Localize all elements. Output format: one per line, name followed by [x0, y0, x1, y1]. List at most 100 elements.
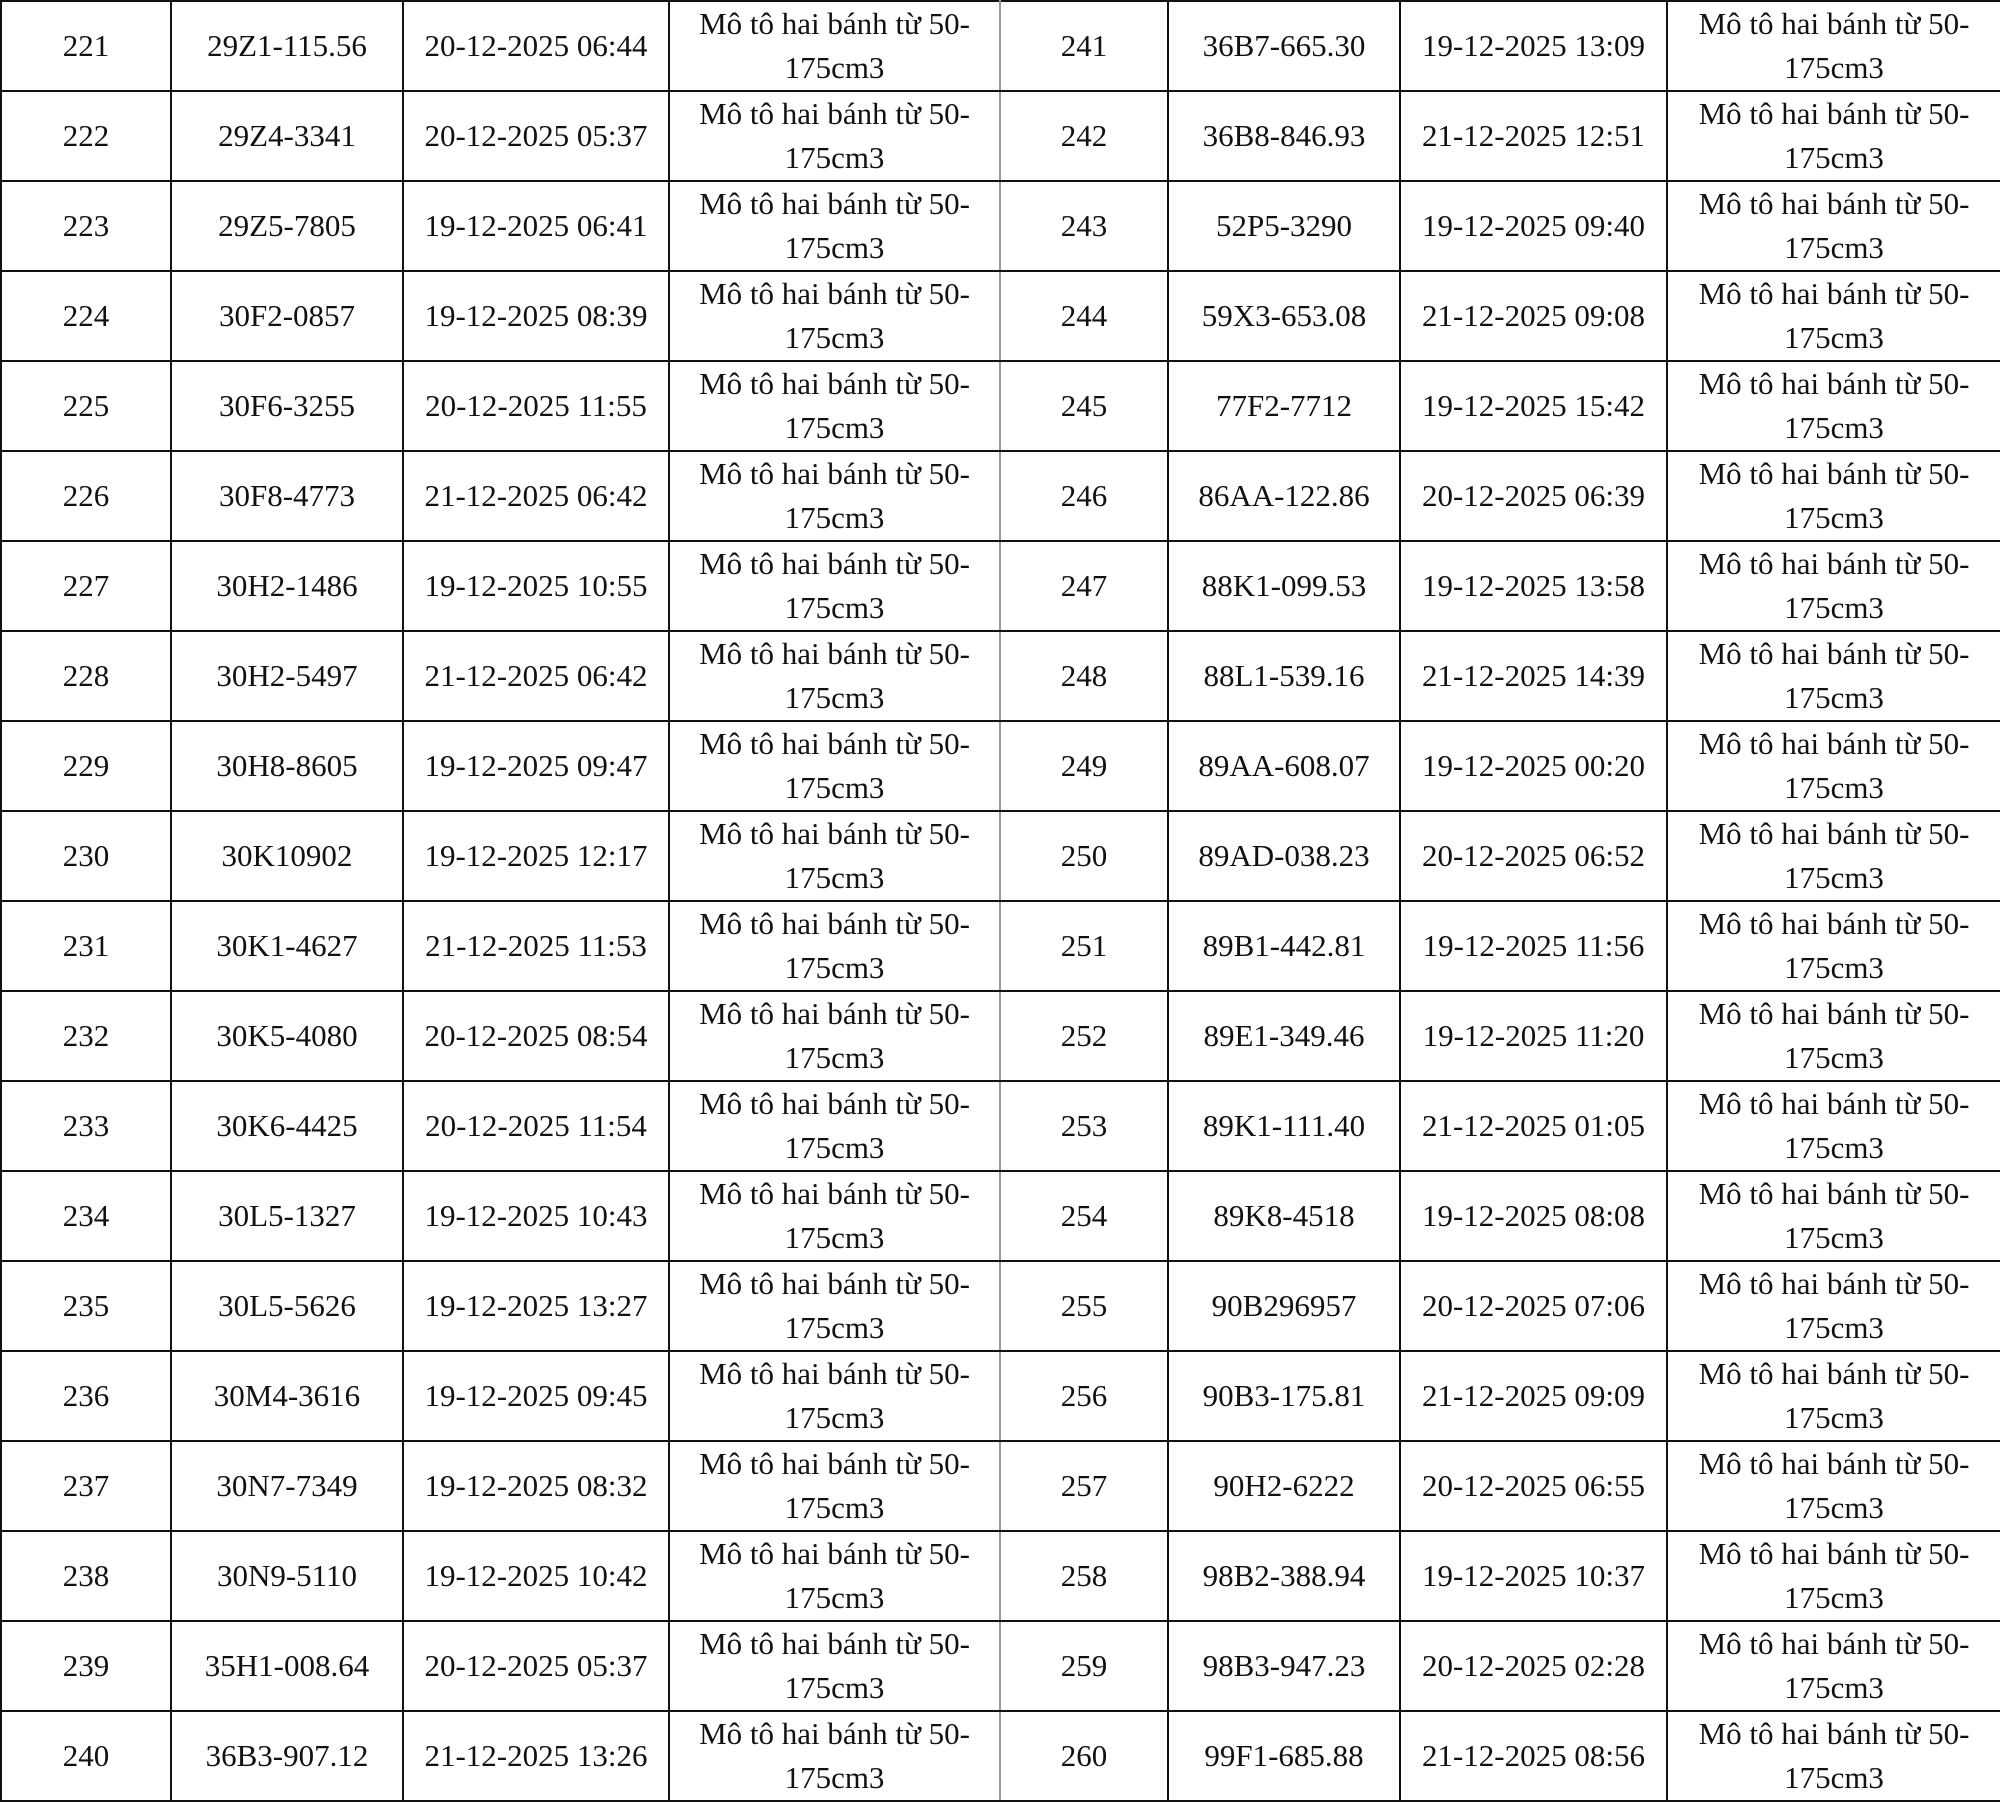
plate-cell: 30F8-4773	[170, 450, 404, 542]
vehicle-type-cell: Mô tô hai bánh từ 50-175cm3	[668, 450, 1001, 542]
datetime-cell: 21-12-2025 06:42	[402, 630, 670, 722]
vehicle-type-cell: Mô tô hai bánh từ 50-175cm3	[1666, 1620, 2000, 1712]
plate-cell: 98B2-388.94	[1167, 1530, 1401, 1622]
vehicle-type-cell: Mô tô hai bánh từ 50-175cm3	[668, 720, 1001, 812]
plate-cell: 30K6-4425	[170, 1080, 404, 1172]
datetime-cell: 20-12-2025 07:06	[1399, 1260, 1668, 1352]
datetime-cell: 19-12-2025 09:47	[402, 720, 670, 812]
datetime-cell: 19-12-2025 12:17	[402, 810, 670, 902]
vehicle-type-cell: Mô tô hai bánh từ 50-175cm3	[1666, 1440, 2000, 1532]
vehicle-type-cell: Mô tô hai bánh từ 50-175cm3	[1666, 990, 2000, 1082]
plate-cell: 30H2-5497	[170, 630, 404, 722]
vehicle-type-cell: Mô tô hai bánh từ 50-175cm3	[1666, 1080, 2000, 1172]
index-cell: 260	[999, 1710, 1169, 1802]
index-cell: 244	[999, 270, 1169, 362]
plate-cell: 29Z4-3341	[170, 90, 404, 182]
vehicle-type-cell: Mô tô hai bánh từ 50-175cm3	[668, 1620, 1001, 1712]
plate-cell: 30F2-0857	[170, 270, 404, 362]
vehicle-type-cell: Mô tô hai bánh từ 50-175cm3	[1666, 90, 2000, 182]
index-cell: 252	[999, 990, 1169, 1082]
plate-cell: 89K8-4518	[1167, 1170, 1401, 1262]
index-cell: 247	[999, 540, 1169, 632]
datetime-cell: 20-12-2025 11:54	[402, 1080, 670, 1172]
datetime-cell: 19-12-2025 15:42	[1399, 360, 1668, 452]
datetime-cell: 21-12-2025 01:05	[1399, 1080, 1668, 1172]
vehicle-type-cell: Mô tô hai bánh từ 50-175cm3	[668, 90, 1001, 182]
table-row: 229 30H8-8605 19-12-2025 09:47 Mô tô hai bá…	[0, 720, 2000, 812]
table-row: 222 29Z4-3341 20-12-2025 05:37 Mô tô hai bá…	[0, 90, 2000, 182]
plate-cell: 35H1-008.64	[170, 1620, 404, 1712]
plate-cell: 90B3-175.81	[1167, 1350, 1401, 1442]
vehicle-type-cell: Mô tô hai bánh từ 50-175cm3	[668, 0, 1001, 92]
datetime-cell: 21-12-2025 06:42	[402, 450, 670, 542]
datetime-cell: 20-12-2025 06:55	[1399, 1440, 1668, 1532]
vehicle-type-cell: Mô tô hai bánh từ 50-175cm3	[1666, 1350, 2000, 1442]
table-row: 228 30H2-5497 21-12-2025 06:42 Mô tô hai bá…	[0, 630, 2000, 722]
vehicle-type-cell: Mô tô hai bánh từ 50-175cm3	[1666, 270, 2000, 362]
plate-cell: 90B296957	[1167, 1260, 1401, 1352]
datetime-cell: 20-12-2025 02:28	[1399, 1620, 1668, 1712]
index-cell: 246	[999, 450, 1169, 542]
datetime-cell: 21-12-2025 11:53	[402, 900, 670, 992]
datetime-cell: 19-12-2025 11:56	[1399, 900, 1668, 992]
table-row: 240 36B3-907.12 21-12-2025 13:26 Mô tô hai …	[0, 1710, 2000, 1802]
vehicle-type-cell: Mô tô hai bánh từ 50-175cm3	[668, 1710, 1001, 1802]
vehicle-type-cell: Mô tô hai bánh từ 50-175cm3	[668, 270, 1001, 362]
datetime-cell: 19-12-2025 10:43	[402, 1170, 670, 1262]
table-row: 223 29Z5-7805 19-12-2025 06:41 Mô tô hai bá…	[0, 180, 2000, 272]
plate-cell: 89E1-349.46	[1167, 990, 1401, 1082]
plate-cell: 30K1-4627	[170, 900, 404, 992]
vehicle-type-cell: Mô tô hai bánh từ 50-175cm3	[1666, 1170, 2000, 1262]
table-row: 226 30F8-4773 21-12-2025 06:42 Mô tô hai bá…	[0, 450, 2000, 542]
table-row: 239 35H1-008.64 20-12-2025 05:37 Mô tô hai …	[0, 1620, 2000, 1712]
datetime-cell: 21-12-2025 08:56	[1399, 1710, 1668, 1802]
vehicle-type-cell: Mô tô hai bánh từ 50-175cm3	[1666, 0, 2000, 92]
plate-cell: 30L5-5626	[170, 1260, 404, 1352]
index-cell: 255	[999, 1260, 1169, 1352]
datetime-cell: 20-12-2025 11:55	[402, 360, 670, 452]
index-cell: 230	[0, 810, 172, 902]
datetime-cell: 19-12-2025 09:45	[402, 1350, 670, 1442]
vehicle-type-cell: Mô tô hai bánh từ 50-175cm3	[668, 1170, 1001, 1262]
index-cell: 232	[0, 990, 172, 1082]
plate-cell: 30H2-1486	[170, 540, 404, 632]
index-cell: 231	[0, 900, 172, 992]
datetime-cell: 20-12-2025 08:54	[402, 990, 670, 1082]
index-cell: 222	[0, 90, 172, 182]
vehicle-type-cell: Mô tô hai bánh từ 50-175cm3	[1666, 360, 2000, 452]
table-row: 233 30K6-4425 20-12-2025 11:54 Mô tô hai bá…	[0, 1080, 2000, 1172]
index-cell: 256	[999, 1350, 1169, 1442]
index-cell: 259	[999, 1620, 1169, 1712]
index-cell: 241	[999, 0, 1169, 92]
datetime-cell: 20-12-2025 06:39	[1399, 450, 1668, 542]
index-cell: 245	[999, 360, 1169, 452]
datetime-cell: 19-12-2025 11:20	[1399, 990, 1668, 1082]
datetime-cell: 20-12-2025 06:52	[1399, 810, 1668, 902]
vehicle-type-cell: Mô tô hai bánh từ 50-175cm3	[1666, 1260, 2000, 1352]
vehicle-type-cell: Mô tô hai bánh từ 50-175cm3	[668, 630, 1001, 722]
vehicle-type-cell: Mô tô hai bánh từ 50-175cm3	[668, 180, 1001, 272]
index-cell: 243	[999, 180, 1169, 272]
table-row: 234 30L5-1327 19-12-2025 10:43 Mô tô hai bá…	[0, 1170, 2000, 1262]
datetime-cell: 19-12-2025 10:55	[402, 540, 670, 632]
index-cell: 242	[999, 90, 1169, 182]
plate-cell: 30K5-4080	[170, 990, 404, 1082]
plate-cell: 89B1-442.81	[1167, 900, 1401, 992]
vehicle-type-cell: Mô tô hai bánh từ 50-175cm3	[1666, 180, 2000, 272]
vehicle-type-cell: Mô tô hai bánh từ 50-175cm3	[1666, 1530, 2000, 1622]
datetime-cell: 19-12-2025 08:08	[1399, 1170, 1668, 1262]
table-row: 230 30K10902 19-12-2025 12:17 Mô tô hai bán…	[0, 810, 2000, 902]
index-cell: 236	[0, 1350, 172, 1442]
table-row: 237 30N7-7349 19-12-2025 08:32 Mô tô hai bá…	[0, 1440, 2000, 1532]
plate-cell: 52P5-3290	[1167, 180, 1401, 272]
plate-cell: 89K1-111.40	[1167, 1080, 1401, 1172]
plate-cell: 30M4-3616	[170, 1350, 404, 1442]
index-cell: 234	[0, 1170, 172, 1262]
index-cell: 221	[0, 0, 172, 92]
plate-cell: 59X3-653.08	[1167, 270, 1401, 362]
datetime-cell: 21-12-2025 13:26	[402, 1710, 670, 1802]
vehicle-type-cell: Mô tô hai bánh từ 50-175cm3	[1666, 810, 2000, 902]
datetime-cell: 19-12-2025 08:39	[402, 270, 670, 362]
plate-cell: 89AA-608.07	[1167, 720, 1401, 812]
